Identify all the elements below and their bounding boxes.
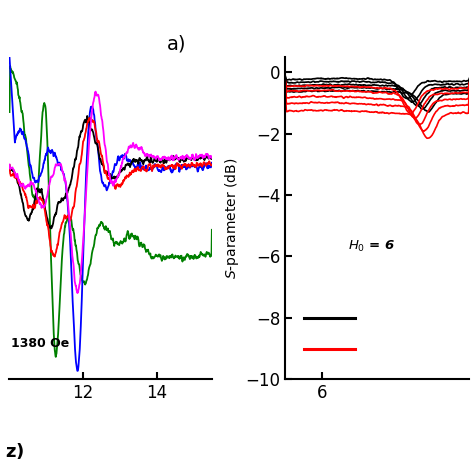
Text: 1380 Oe: 1380 Oe — [11, 337, 70, 350]
Text: a): a) — [167, 34, 187, 53]
Y-axis label: $\mathit{S}$-parameter (dB): $\mathit{S}$-parameter (dB) — [223, 157, 241, 279]
Text: $H_0$ = 6: $H_0$ = 6 — [348, 239, 395, 255]
Text: $\mathbf{z}$): $\mathbf{z}$) — [5, 441, 24, 461]
